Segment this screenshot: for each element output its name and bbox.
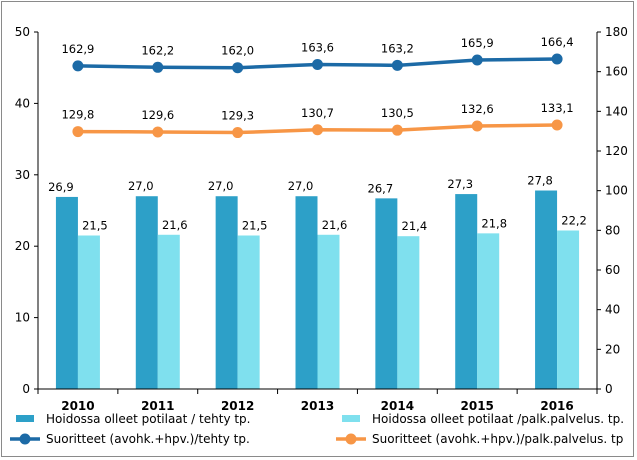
line-label-suoritteet-tehty-2014: 163,2 (381, 41, 414, 55)
bar-tehty-2015 (455, 194, 478, 389)
x-tick-label-2012: 2012 (221, 399, 254, 413)
x-tick-label-2013: 2013 (301, 399, 334, 413)
marker-suoritteet-tehty-2010 (72, 60, 84, 72)
x-tick-label-2016: 2016 (540, 399, 573, 413)
marker-suoritteet-tehty-2015 (471, 54, 483, 66)
bar-label-tehty-2015: 27,3 (447, 177, 473, 191)
bar-label-tehty-2010: 26,9 (48, 180, 74, 194)
bar-label-tehty-2013: 27,0 (288, 179, 314, 193)
line-label-suoritteet-palk-2012: 129,3 (221, 109, 254, 123)
bar-label-tehty-2014: 26,7 (368, 181, 394, 195)
bar-label-tehty-2012: 27,0 (208, 179, 234, 193)
bar-label-palk-2010: 21,5 (82, 218, 108, 232)
line-label-suoritteet-tehty-2010: 162,9 (61, 42, 94, 56)
marker-suoritteet-tehty-2016 (551, 53, 563, 65)
line-label-suoritteet-palk-2015: 132,6 (461, 102, 494, 116)
bar-tehty-2014 (375, 198, 398, 389)
bar-palk-2016 (557, 230, 580, 389)
marker-suoritteet-palk-2015 (471, 120, 483, 132)
right-tick-label-120: 120 (605, 144, 628, 158)
bar-label-palk-2016: 22,2 (561, 213, 587, 227)
bar-tehty-2010 (55, 196, 78, 389)
x-tick-label-2011: 2011 (141, 399, 174, 413)
bar-palk-2013 (317, 234, 340, 389)
bar-label-palk-2011: 21,6 (162, 218, 188, 232)
right-tick-label-80: 80 (605, 223, 620, 237)
legend-label-2: Suoritteet (avohk.+hpv.)/tehty tp. (46, 432, 250, 446)
legend-label-3: Suoritteet (avohk.+hpv.)/palk.palvelus. … (372, 432, 623, 446)
left-tick-label-30: 30 (15, 168, 30, 182)
bar-label-tehty-2011: 27,0 (128, 179, 154, 193)
marker-suoritteet-tehty-2012 (232, 62, 244, 74)
right-tick-label-0: 0 (605, 382, 613, 396)
line-label-suoritteet-tehty-2016: 166,4 (541, 35, 574, 49)
marker-suoritteet-palk-2010 (72, 126, 84, 138)
right-tick-label-180: 180 (605, 25, 628, 39)
bar-palk-2012 (237, 235, 260, 389)
line-label-suoritteet-palk-2013: 130,7 (301, 106, 334, 120)
legend-swatch-1 (342, 415, 360, 422)
bar-tehty-2013 (295, 196, 318, 389)
right-tick-label-100: 100 (605, 184, 628, 198)
marker-suoritteet-palk-2014 (391, 124, 403, 136)
bar-palk-2011 (157, 234, 180, 389)
line-label-suoritteet-tehty-2012: 162,0 (221, 44, 254, 58)
right-tick-label-20: 20 (605, 342, 620, 356)
right-tick-label-60: 60 (605, 263, 620, 277)
x-tick-label-2015: 2015 (461, 399, 494, 413)
left-tick-label-50: 50 (15, 25, 30, 39)
line-label-suoritteet-palk-2014: 130,5 (381, 106, 414, 120)
line-label-suoritteet-tehty-2015: 165,9 (461, 36, 494, 50)
left-tick-label-0: 0 (22, 382, 30, 396)
line-label-suoritteet-tehty-2011: 162,2 (141, 43, 174, 57)
bar-palk-2015 (477, 233, 500, 389)
marker-suoritteet-palk-2016 (551, 119, 563, 131)
legend-label-0: Hoidossa olleet potilaat / tehty tp. (46, 412, 251, 426)
legend-marker-3 (345, 433, 357, 445)
line-label-suoritteet-tehty-2013: 163,6 (301, 41, 334, 55)
bar-label-palk-2013: 21,6 (322, 218, 348, 232)
x-tick-label-2014: 2014 (381, 399, 414, 413)
marker-suoritteet-tehty-2014 (391, 59, 403, 71)
bar-tehty-2016 (535, 190, 558, 389)
left-tick-label-10: 10 (15, 311, 30, 325)
legend-swatch-0 (16, 415, 34, 422)
right-tick-label-160: 160 (605, 65, 628, 79)
right-tick-label-40: 40 (605, 303, 620, 317)
right-tick-label-140: 140 (605, 104, 628, 118)
marker-suoritteet-palk-2012 (232, 127, 244, 139)
bar-palk-2014 (397, 236, 420, 389)
legend-marker-2 (19, 433, 31, 445)
bar-palk-2010 (77, 235, 100, 389)
bar-label-palk-2012: 21,5 (242, 218, 268, 232)
marker-suoritteet-tehty-2013 (312, 59, 323, 71)
line-label-suoritteet-palk-2011: 129,6 (141, 108, 174, 122)
bar-label-palk-2014: 21,4 (402, 219, 428, 233)
bar-tehty-2011 (135, 196, 158, 389)
x-tick-label-2010: 2010 (61, 399, 94, 413)
bar-label-tehty-2016: 27,8 (527, 174, 553, 188)
left-tick-label-20: 20 (15, 239, 30, 253)
marker-suoritteet-palk-2011 (152, 126, 164, 138)
line-label-suoritteet-palk-2016: 133,1 (541, 101, 574, 115)
bar-label-palk-2015: 21,8 (481, 216, 507, 230)
left-tick-label-40: 40 (15, 96, 30, 110)
marker-suoritteet-tehty-2011 (152, 61, 164, 73)
bar-tehty-2012 (215, 196, 238, 389)
legend-label-1: Hoidossa olleet potilaat /palk.palvelus.… (372, 412, 624, 426)
marker-suoritteet-palk-2013 (312, 124, 323, 136)
line-label-suoritteet-palk-2010: 129,8 (61, 108, 94, 122)
